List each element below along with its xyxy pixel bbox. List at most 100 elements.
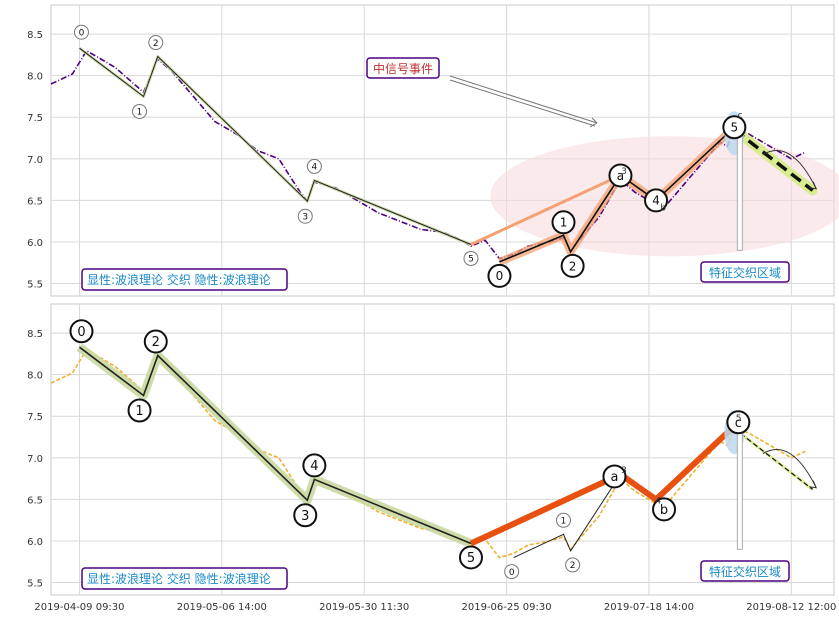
- zone-pointer: [736, 425, 743, 550]
- wave-secondary-label: 4: [652, 194, 660, 208]
- x-tick-label: 2019-06-25 09:30: [462, 602, 552, 613]
- wave-primary-circle: [293, 503, 318, 528]
- wave-primary-label: 0: [77, 325, 85, 340]
- wave-primary-circle: [297, 208, 313, 224]
- y-tick-label: 8.5: [27, 329, 43, 340]
- y-tick-label: 8.5: [27, 30, 43, 41]
- wave-primary-label: 5: [468, 255, 474, 265]
- wave-sub-label: 5: [736, 414, 742, 424]
- wave-secondary-label: c: [735, 416, 742, 431]
- y-tick-label: 7.5: [27, 412, 43, 423]
- wave-sub-label: 3: [621, 466, 627, 476]
- y-tick-label: 6.0: [27, 238, 43, 249]
- y-tick-label: 6.5: [27, 196, 43, 207]
- wave-secondary-circle: [652, 497, 677, 522]
- wave-primary-circle: [143, 329, 168, 354]
- wave-primary-label: 4: [310, 459, 318, 474]
- y-tick-label: 7.5: [27, 113, 43, 124]
- wave-minor-label: 0: [509, 568, 515, 578]
- zone-pointer: [736, 126, 743, 251]
- x-tick-label: 2019-08-12 12:00: [746, 602, 836, 613]
- zone-label-box: [700, 261, 790, 283]
- wave-primary-label: 2: [152, 335, 160, 350]
- annotation-box: [366, 57, 440, 79]
- zone-label-text: 特征交织区域: [709, 564, 781, 579]
- wave-minor-circle: [504, 564, 520, 580]
- wave-secondary-circle: [726, 410, 751, 435]
- wave-sub-label: b: [660, 203, 666, 213]
- wave-sub-label: 3: [621, 167, 627, 177]
- wave-primary-label: 5: [467, 551, 475, 566]
- x-tick-label: 2019-05-06 14:00: [177, 602, 267, 613]
- wave-primary-label: 0: [79, 28, 85, 38]
- wave-secondary-circle: [551, 210, 576, 235]
- wave-primary-circle: [148, 35, 164, 51]
- wave-primary-circle: [132, 103, 148, 119]
- zone-label-box: [700, 560, 790, 582]
- projection-arc: [762, 150, 817, 189]
- x-tick-label: 2019-04-09 09:30: [34, 602, 124, 613]
- wave-primary-label: 4: [312, 163, 318, 173]
- wave-minor-circle: [565, 557, 581, 573]
- projection-line: [733, 428, 814, 490]
- wave-primary-label: 1: [135, 404, 143, 419]
- minor-wave-line: [513, 474, 621, 559]
- pattern-label-box: [81, 567, 288, 590]
- wave-minor-circle: [556, 512, 572, 528]
- secondary-wave-line: [499, 126, 735, 263]
- annotation-text: 中信号事件: [373, 61, 433, 76]
- wave-secondary-label: a: [610, 470, 618, 485]
- arrowhead: [809, 480, 818, 489]
- wave-secondary-label: 0: [496, 269, 504, 283]
- wave-primary-circle: [127, 398, 152, 423]
- x-tick-label: 2019-05-30 11:30: [319, 602, 409, 613]
- wave-minor-label: 1: [561, 517, 567, 527]
- plot-area: [50, 303, 835, 596]
- projection-arc: [762, 449, 817, 488]
- panel-top: 5.5 6.0 6.5 7.0 7.5 8.0 8.5 0 1 2 3 4 5 0 1 2 a 4 5 3 b c 特征交织…: [27, 4, 839, 297]
- wave-secondary-circle: [608, 163, 633, 188]
- wave-primary-label: 1: [137, 108, 143, 118]
- wave-secondary-label: 1: [560, 216, 568, 230]
- y-tick-label: 5.5: [27, 280, 43, 291]
- wave-primary-label: 3: [302, 212, 308, 222]
- y-tick-label: 8.0: [27, 371, 43, 382]
- wave-primary-circle: [302, 453, 327, 478]
- projection-line: [733, 128, 814, 192]
- wave-secondary-circle: [602, 464, 627, 489]
- y-tick-label: 6.0: [27, 537, 43, 548]
- primary-wave-line: [79, 346, 472, 545]
- wave-primary-circle: [463, 250, 479, 266]
- wave-primary-circle: [73, 24, 89, 40]
- y-tick-label: 6.5: [27, 495, 43, 506]
- arrowhead: [809, 181, 818, 190]
- wave-secondary-circle: [722, 115, 747, 140]
- wave-secondary-circle: [487, 263, 512, 288]
- pattern-label-text: 显性:波浪理论 交织 隐性:波浪理论: [87, 571, 271, 586]
- y-tick-label: 7.0: [27, 155, 43, 166]
- pattern-label-text: 显性:波浪理论 交织 隐性:波浪理论: [87, 272, 271, 287]
- wave-primary-label: 2: [153, 39, 159, 49]
- wave-primary-circle: [69, 319, 94, 344]
- x-tick-label: 2019-07-18 14:00: [604, 602, 694, 613]
- wave-secondary-circle: [644, 188, 669, 213]
- y-tick-label: 8.0: [27, 72, 43, 83]
- wave-primary-label: 3: [301, 509, 309, 524]
- wave-secondary-label: a: [617, 169, 624, 183]
- wave-primary-circle: [306, 158, 322, 174]
- wave-primary-circle: [458, 545, 483, 570]
- pattern-label-box: [81, 268, 288, 291]
- primary-wave-line: [79, 47, 472, 245]
- wave-secondary-label: b: [660, 503, 668, 518]
- y-tick-label: 7.0: [27, 454, 43, 465]
- bold-wave-line: [469, 424, 737, 547]
- connector-line: [470, 174, 622, 246]
- wave-secondary-label: 2: [569, 259, 577, 273]
- wave-secondary-circle: [560, 253, 585, 278]
- wave-secondary-label: 5: [731, 121, 739, 135]
- zone-label-text: 特征交织区域: [709, 265, 781, 280]
- annotation-arrow-shadow: [449, 79, 596, 127]
